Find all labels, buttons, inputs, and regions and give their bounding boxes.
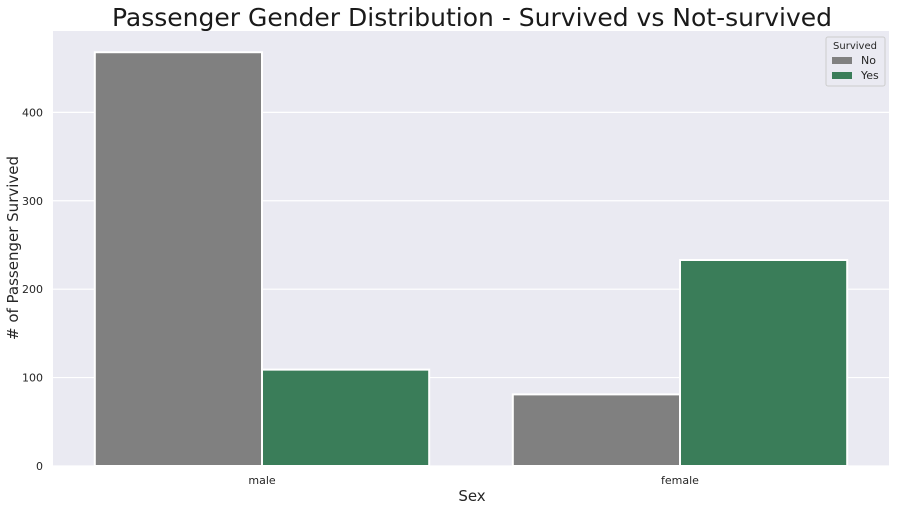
y-axis-label: # of Passenger Survived — [4, 156, 22, 340]
x-axis-label: Sex — [458, 487, 485, 505]
y-tick-label: 400 — [22, 106, 43, 119]
legend-title: Survived — [833, 41, 877, 52]
x-axis-ticks: male female — [248, 474, 699, 487]
legend-label-yes: Yes — [860, 69, 879, 82]
y-tick-label: 0 — [36, 460, 43, 473]
x-tick-label: female — [661, 474, 699, 487]
x-tick-label: male — [248, 474, 276, 487]
legend-swatch-yes — [832, 72, 852, 79]
bar-female-no — [511, 393, 681, 468]
y-tick-label: 300 — [22, 195, 43, 208]
legend-swatch-no — [832, 57, 852, 64]
bar-female-yes — [679, 258, 849, 467]
legend-label-no: No — [861, 54, 876, 67]
chart-title: Passenger Gender Distribution - Survived… — [112, 3, 832, 32]
bar-male-yes — [261, 368, 431, 467]
legend: Survived No Yes — [825, 36, 886, 87]
y-tick-label: 100 — [22, 372, 43, 385]
bar-male-no — [93, 51, 263, 467]
y-axis-ticks: 0 100 200 300 400 — [22, 106, 43, 473]
y-tick-label: 200 — [22, 283, 43, 296]
bars — [93, 51, 849, 468]
